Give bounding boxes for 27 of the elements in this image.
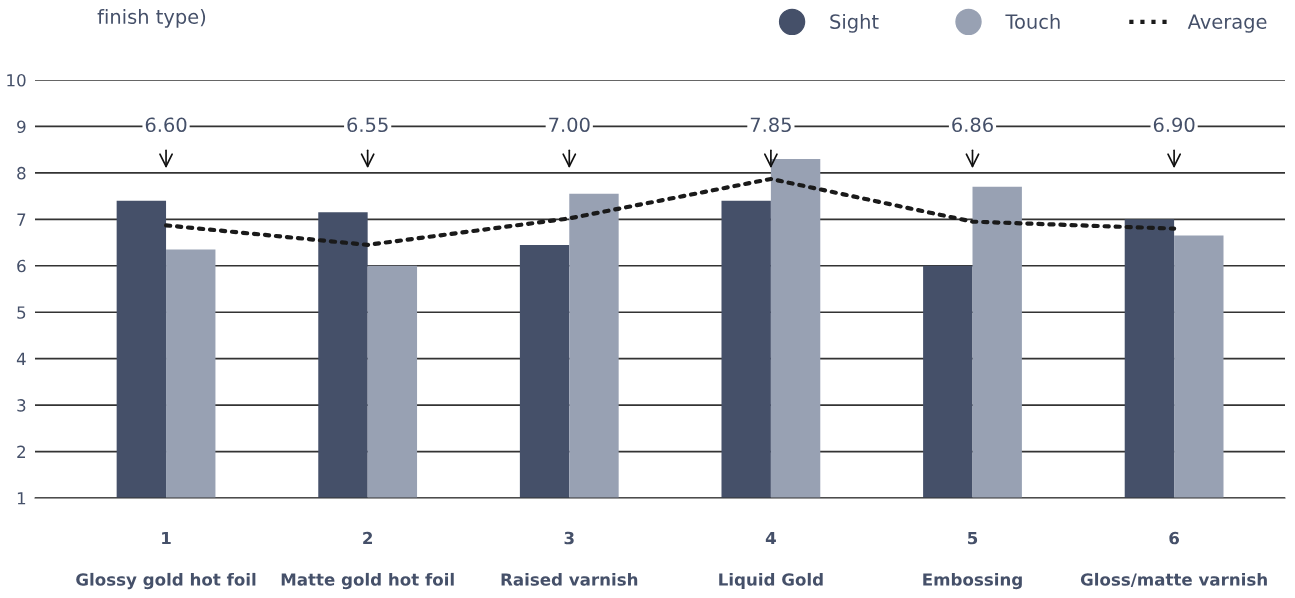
y-tick-label: 3 <box>17 399 26 412</box>
annotation: 6.86 <box>952 117 993 133</box>
line-series <box>163 176 1177 247</box>
y-tick-label: 2 <box>17 445 25 458</box>
chart-title: finish type) <box>97 8 206 28</box>
annotation: 6.60 <box>145 117 187 133</box>
y-tick-label: 8 <box>17 166 26 180</box>
category-label: 6 Gloss/matte varnish <box>1080 531 1267 588</box>
annotation: 7.85 <box>750 117 791 133</box>
legend-label: Sight <box>830 13 879 33</box>
y-tick-label: 1 <box>17 492 26 505</box>
y-tick-label: 9 <box>17 120 26 134</box>
annotation: 7.00 <box>549 117 590 133</box>
category-label: 3 Raised varnish <box>501 531 638 586</box>
annotation: 6.55 <box>347 117 388 133</box>
category-label: 5 Embossing <box>923 531 1022 590</box>
y-tick-label: 10 <box>7 73 26 87</box>
y-tick-label: 6 <box>17 259 26 273</box>
category-label: 4 Liquid Gold <box>719 531 823 590</box>
annotation: 6.90 <box>1153 117 1195 133</box>
legend-label: Average <box>1187 14 1267 33</box>
y-tick-label: 7 <box>17 213 26 226</box>
y-tick-label: 4 <box>16 352 26 365</box>
y-tick-label: 5 <box>17 306 26 319</box>
category-label: 2 Matte gold hot foil <box>281 531 454 590</box>
legend-label: Touch <box>1005 13 1060 29</box>
category-label: 1 Glossy gold hot foil <box>76 531 256 590</box>
